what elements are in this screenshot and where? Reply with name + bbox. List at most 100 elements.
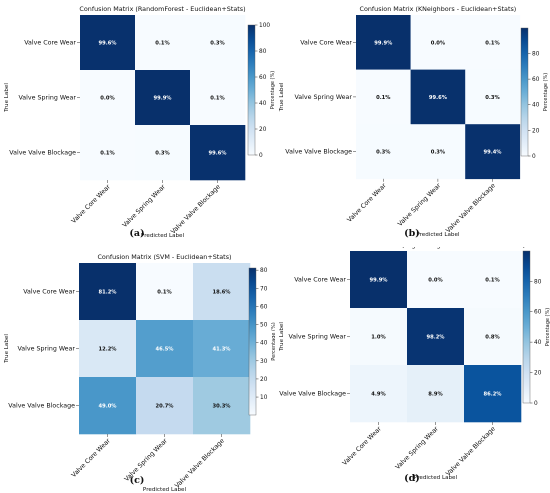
heatmap-cell xyxy=(135,125,191,181)
chart-title: Confusion Matrix (KNeighbors - Euclidean… xyxy=(359,5,516,13)
cell-value-label: 99.9% xyxy=(370,278,389,284)
heatmap-cell xyxy=(79,263,137,321)
x-tick-label: Valve Core Wear xyxy=(70,437,112,479)
heatmap-svg: Confusion Matrix (LogisticRegression - E… xyxy=(279,247,550,484)
colorbar-tick-label: 40 xyxy=(260,341,268,347)
colorbar-label: Percentage (%) xyxy=(545,308,550,346)
y-tick-label: Valve Core Wear xyxy=(24,40,76,47)
heatmap-cell xyxy=(350,365,408,423)
heatmap-cell xyxy=(407,365,465,423)
cell-value-label: 0.8% xyxy=(485,335,500,341)
y-axis-label: True Label xyxy=(279,322,285,352)
panel-c: Confusion Matrix (SVM - Euclidean+Stats)… xyxy=(0,247,275,493)
cell-value-label: 0.1% xyxy=(485,40,500,46)
heatmap-cell xyxy=(135,15,191,71)
colorbar-tick-label: 70 xyxy=(260,286,268,292)
cell-value-label: 0.3% xyxy=(431,150,446,156)
colorbar-tick-label: 100 xyxy=(259,23,270,29)
panel-a: Confusion Matrix (RandomForest - Euclide… xyxy=(0,0,275,246)
cell-value-label: 0.0% xyxy=(100,96,115,102)
cell-value-label: 0.1% xyxy=(376,95,391,101)
cell-value-label: 0.3% xyxy=(485,95,500,101)
heatmap-cell xyxy=(80,70,136,126)
cell-value-label: 0.1% xyxy=(157,290,172,296)
cell-value-label: 0.0% xyxy=(428,278,443,284)
cell-value-label: 99.4% xyxy=(484,150,503,156)
cell-value-label: 18.6% xyxy=(213,290,232,296)
heatmap-cell xyxy=(136,263,194,321)
colorbar-tick-label: 20 xyxy=(532,128,540,134)
colorbar-tick-label: 80 xyxy=(259,49,267,55)
y-axis-label: True Label xyxy=(4,83,10,113)
heatmap-cell xyxy=(79,320,137,378)
cell-value-label: 0.1% xyxy=(210,96,225,102)
y-tick-label: Valve Spring Wear xyxy=(18,95,76,102)
colorbar-tick-label: 60 xyxy=(534,310,542,316)
heatmap-cell xyxy=(464,308,522,366)
x-tick-label: Valve Valve Blockage xyxy=(445,182,497,234)
x-axis-label: Predicted Label xyxy=(143,487,187,493)
colorbar-tick-label: 40 xyxy=(259,101,267,107)
colorbar-tick-label: 10 xyxy=(260,395,268,401)
x-axis-label: Predicted Label xyxy=(414,475,458,481)
colorbar-tick-label: 50 xyxy=(260,323,268,329)
cell-value-label: 12.2% xyxy=(99,347,118,353)
cell-value-label: 99.9% xyxy=(154,96,173,102)
colorbar-tick-label: 60 xyxy=(260,304,268,310)
y-tick-label: Valve Spring Wear xyxy=(288,334,346,341)
cell-value-label: 4.9% xyxy=(371,392,386,398)
colorbar-tick-label: 0 xyxy=(534,401,538,407)
cell-value-label: 0.3% xyxy=(210,41,225,47)
cell-value-label: 20.7% xyxy=(156,404,175,410)
chart-title: Confusion Matrix (SVM - Euclidean+Stats) xyxy=(97,253,231,261)
y-tick-label: Valve Core Wear xyxy=(23,289,75,296)
cell-value-label: 99.6% xyxy=(209,151,228,157)
heatmap-svg: Confusion Matrix (RandomForest - Euclide… xyxy=(4,5,275,239)
colorbar-tick-label: 20 xyxy=(259,127,267,133)
heatmap-cell xyxy=(350,251,408,309)
cell-value-label: 99.9% xyxy=(374,40,393,46)
y-tick-label: Valve Core Wear xyxy=(300,39,352,46)
x-tick-label: Valve Spring Wear xyxy=(394,425,440,471)
heatmap-cell xyxy=(135,70,191,126)
cell-value-label: 1.0% xyxy=(371,335,386,341)
colorbar-tick-label: 60 xyxy=(532,77,540,83)
cell-value-label: 0.3% xyxy=(376,150,391,156)
colorbar-tick-label: 80 xyxy=(534,279,542,285)
heatmap-svg: Confusion Matrix (KNeighbors - Euclidean… xyxy=(279,5,549,239)
colorbar-tick-label: 40 xyxy=(534,340,542,346)
colorbar-tick-label: 60 xyxy=(259,75,267,81)
x-tick-label: Valve Spring Wear xyxy=(397,182,443,228)
colorbar-label: Percentage (%) xyxy=(543,73,549,111)
cell-value-label: 99.6% xyxy=(99,41,118,47)
y-axis-label: True Label xyxy=(4,334,10,364)
heatmap-cell xyxy=(350,308,408,366)
chart-title: Confusion Matrix (RandomForest - Euclide… xyxy=(79,5,245,13)
colorbar xyxy=(520,27,529,157)
panel-caption: (b) xyxy=(404,228,420,239)
cell-value-label: 0.1% xyxy=(100,151,115,157)
heatmap-cell xyxy=(407,308,465,366)
x-tick-label: Valve Valve Blockage xyxy=(445,425,497,477)
heatmap-cell xyxy=(136,377,194,435)
cell-value-label: 49.0% xyxy=(99,404,118,410)
heatmap-cell xyxy=(410,69,466,125)
heatmap-cell xyxy=(193,320,251,378)
heatmap-cell xyxy=(464,365,522,423)
colorbar-tick-label: 40 xyxy=(532,103,540,109)
heatmap-cell xyxy=(190,125,246,181)
cell-value-label: 0.1% xyxy=(485,278,500,284)
heatmap-cell xyxy=(356,69,411,125)
y-tick-label: Valve Valve Blockage xyxy=(279,391,346,398)
y-tick-label: Valve Spring Wear xyxy=(294,94,352,101)
cell-value-label: 46.5% xyxy=(156,347,175,353)
y-tick-label: Valve Spring Wear xyxy=(17,346,75,353)
panel-b: Confusion Matrix (KNeighbors - Euclidean… xyxy=(275,0,550,246)
colorbar-tick-label: 80 xyxy=(532,51,540,57)
heatmap-cell xyxy=(465,69,521,125)
y-tick-label: Valve Valve Blockage xyxy=(9,150,76,157)
x-axis-label: Predicted Label xyxy=(141,233,185,239)
heatmap-cell xyxy=(410,124,466,180)
cell-value-label: 86.2% xyxy=(484,392,503,398)
